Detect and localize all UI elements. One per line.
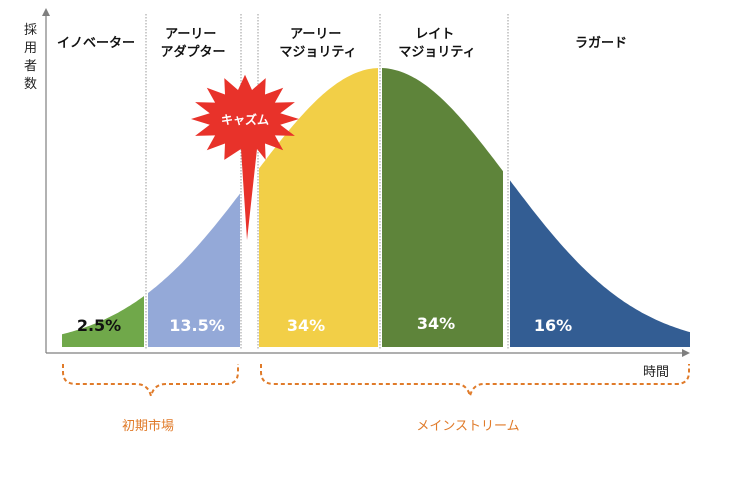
area-early-adopters [148,193,240,347]
label-laggards: ラガード [575,36,627,51]
x-axis-arrow [682,349,690,357]
label-late-majority: レイト マジョリティ [398,27,475,60]
percent-laggards: 16% [534,316,572,335]
market-brackets [62,364,690,397]
mainstream-bracket [260,364,690,397]
area-late-majority [382,68,503,347]
axes [42,8,690,357]
y-axis-label: 採 用 者 数 [24,23,41,92]
chasm-callout: キャズム [191,74,299,240]
y-axis-label-char: 数 [24,77,37,92]
label-early-majority: アーリー マジョリティ [279,27,356,60]
early-market-label: 初期市場 [122,418,174,434]
percent-late-majority: 34% [417,314,455,333]
label-innovators: イノベーター [57,36,135,51]
early-market-bracket [62,364,239,397]
chasm-burst-shape [191,74,299,240]
percent-innovators: 2.5% [77,316,121,335]
mainstream-label: メインストリーム [416,419,519,434]
y-axis-label-char: 採 [24,23,37,38]
y-axis-arrow [42,8,50,16]
area-laggards [510,180,690,347]
segment-labels: イノベーター アーリー アダプター アーリー マジョリティ レイト マジョリティ… [57,27,627,60]
y-axis-label-char: 用 [24,41,37,56]
percent-labels: 2.5% 13.5% 34% 34% 16% [77,314,572,335]
chasm-label: キャズム [221,112,269,127]
x-axis-label: 時間 [643,365,669,380]
adoption-curve [62,68,690,347]
area-early-majority [259,68,378,347]
area-innovators [62,296,144,347]
label-early-adopters: アーリー アダプター [160,27,225,60]
segment-dividers [145,14,509,350]
y-axis-label-char: 者 [24,59,37,74]
percent-early-majority: 34% [287,316,325,335]
percent-early-adopters: 13.5% [169,316,225,335]
